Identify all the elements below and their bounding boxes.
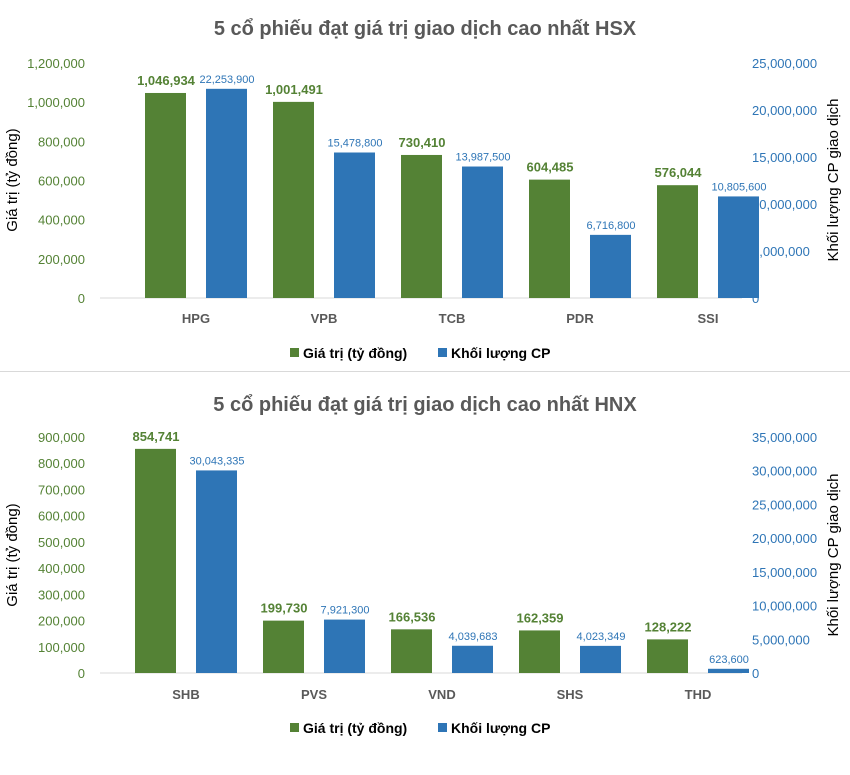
y2-tick-label: 25,000,000 bbox=[752, 56, 817, 71]
y-axis-title: Giá trị (tỷ đồng) bbox=[4, 128, 21, 231]
bar-value-SSI bbox=[657, 185, 698, 298]
category-label: SHS bbox=[557, 687, 584, 702]
hsx-chart: 5 cổ phiếu đạt giá trị giao dịch cao nhấ… bbox=[4, 18, 842, 361]
bar-value-THD bbox=[647, 639, 688, 673]
data-label-value: 166,536 bbox=[389, 609, 436, 624]
y2-axis-title: Khối lượng CP giao dịch bbox=[825, 473, 842, 636]
bar-volume-SHB bbox=[196, 470, 237, 673]
y-axis-title: Giá trị (tỷ đồng) bbox=[4, 503, 21, 606]
data-label-volume: 15,478,800 bbox=[327, 137, 382, 149]
y-tick-label: 200,000 bbox=[38, 252, 85, 267]
category-label: SHB bbox=[172, 687, 199, 702]
data-label-value: 730,410 bbox=[399, 135, 446, 150]
y-tick-label: 400,000 bbox=[38, 561, 85, 576]
y2-tick-label: 10,000,000 bbox=[752, 197, 817, 212]
y-tick-label: 800,000 bbox=[38, 456, 85, 471]
data-label-value: 576,044 bbox=[655, 165, 703, 180]
y-tick-label: 0 bbox=[78, 291, 85, 306]
y2-axis-title: Khối lượng CP giao dịch bbox=[825, 98, 842, 261]
y2-tick-label: 0 bbox=[752, 666, 759, 681]
y2-tick-label: 5,000,000 bbox=[752, 244, 810, 259]
y2-tick-label: 35,000,000 bbox=[752, 430, 817, 445]
data-label-volume: 623,600 bbox=[709, 654, 749, 666]
data-label-volume: 4,039,683 bbox=[449, 631, 498, 643]
bar-volume-THD bbox=[708, 668, 749, 673]
category-label: HPG bbox=[182, 311, 210, 326]
data-label-volume: 10,805,600 bbox=[711, 181, 766, 193]
legend-swatch-value bbox=[290, 723, 299, 732]
legend-swatch-volume bbox=[438, 348, 447, 357]
bar-value-HPG bbox=[145, 92, 186, 298]
bar-value-VND bbox=[391, 629, 432, 673]
category-label: SSI bbox=[698, 311, 719, 326]
y-tick-label: 800,000 bbox=[38, 134, 85, 149]
bar-volume-VPB bbox=[334, 152, 375, 298]
y-tick-label: 1,200,000 bbox=[27, 56, 85, 71]
y-tick-label: 900,000 bbox=[38, 430, 85, 445]
bar-value-VPB bbox=[273, 101, 314, 298]
category-label: VND bbox=[428, 687, 455, 702]
legend-label-value: Giá trị (tỷ đồng) bbox=[303, 345, 407, 361]
y2-tick-label: 20,000,000 bbox=[752, 531, 817, 546]
y-tick-label: 300,000 bbox=[38, 587, 85, 602]
data-label-volume: 22,253,900 bbox=[199, 74, 254, 86]
legend-swatch-value bbox=[290, 348, 299, 357]
bar-volume-VND bbox=[452, 645, 493, 673]
y2-tick-label: 25,000,000 bbox=[752, 497, 817, 512]
chart-title: 5 cổ phiếu đạt giá trị giao dịch cao nhấ… bbox=[213, 394, 637, 416]
data-label-value: 162,359 bbox=[517, 610, 564, 625]
y2-tick-label: 5,000,000 bbox=[752, 632, 810, 647]
y-tick-label: 600,000 bbox=[38, 174, 85, 189]
category-label: VPB bbox=[311, 311, 338, 326]
y-tick-label: 0 bbox=[78, 666, 85, 681]
data-label-volume: 13,987,500 bbox=[455, 152, 510, 164]
data-label-value: 854,741 bbox=[133, 429, 180, 444]
y-tick-label: 600,000 bbox=[38, 509, 85, 524]
y2-tick-label: 10,000,000 bbox=[752, 599, 817, 614]
hnx-chart: 5 cổ phiếu đạt giá trị giao dịch cao nhấ… bbox=[4, 394, 842, 736]
data-label-value: 199,730 bbox=[261, 601, 308, 616]
category-label: THD bbox=[685, 687, 712, 702]
category-label: TCB bbox=[439, 311, 466, 326]
data-label-value: 128,222 bbox=[645, 619, 692, 634]
bar-volume-PVS bbox=[324, 619, 365, 673]
y2-tick-label: 20,000,000 bbox=[752, 103, 817, 118]
data-label-value: 1,001,491 bbox=[265, 82, 323, 97]
y-tick-label: 700,000 bbox=[38, 482, 85, 497]
bar-volume-SSI bbox=[718, 196, 759, 298]
y2-tick-label: 15,000,000 bbox=[752, 150, 817, 165]
y2-tick-label: 15,000,000 bbox=[752, 565, 817, 580]
bar-value-SHB bbox=[135, 448, 176, 673]
y-tick-label: 500,000 bbox=[38, 535, 85, 550]
data-label-volume: 7,921,300 bbox=[321, 605, 370, 617]
bar-value-SHS bbox=[519, 630, 560, 673]
legend-label-volume: Khối lượng CP bbox=[451, 720, 550, 736]
y-tick-label: 100,000 bbox=[38, 640, 85, 655]
legend-swatch-volume bbox=[438, 723, 447, 732]
bar-value-PVS bbox=[263, 620, 304, 673]
y-tick-label: 1,000,000 bbox=[27, 95, 85, 110]
legend-label-value: Giá trị (tỷ đồng) bbox=[303, 720, 407, 736]
legend-label-volume: Khối lượng CP bbox=[451, 345, 550, 361]
chart-divider bbox=[0, 371, 850, 372]
bar-value-TCB bbox=[401, 154, 442, 298]
bar-value-PDR bbox=[529, 179, 570, 298]
data-label-value: 1,046,934 bbox=[137, 73, 196, 88]
bar-volume-SHS bbox=[580, 645, 621, 673]
bar-volume-HPG bbox=[206, 88, 247, 298]
y-tick-label: 400,000 bbox=[38, 213, 85, 228]
y-tick-label: 200,000 bbox=[38, 614, 85, 629]
bar-volume-TCB bbox=[462, 166, 503, 298]
category-label: PDR bbox=[566, 311, 594, 326]
category-label: PVS bbox=[301, 687, 327, 702]
y2-tick-label: 30,000,000 bbox=[752, 464, 817, 479]
data-label-value: 604,485 bbox=[527, 160, 574, 175]
chart-title: 5 cổ phiếu đạt giá trị giao dịch cao nhấ… bbox=[214, 18, 637, 40]
y2-tick-label: 0 bbox=[752, 291, 759, 306]
bar-volume-PDR bbox=[590, 234, 631, 298]
data-label-volume: 6,716,800 bbox=[587, 220, 636, 232]
data-label-volume: 30,043,335 bbox=[189, 455, 244, 467]
data-label-volume: 4,023,349 bbox=[577, 631, 626, 643]
